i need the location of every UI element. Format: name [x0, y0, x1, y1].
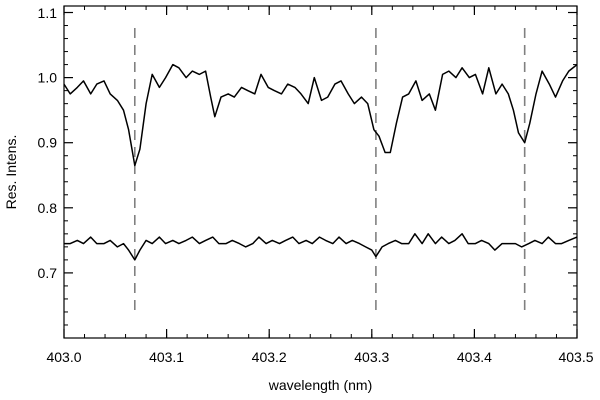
x-axis-ticks: 403.0 403.1 403.2 403.3 403.4 403.5: [46, 6, 594, 365]
x-tick-label: 403.0: [46, 349, 81, 365]
y-axis-label: Res. Intens.: [3, 135, 19, 210]
series-line-2: [64, 233, 578, 261]
y-tick-label: 1.1: [38, 5, 58, 21]
y-tick-label: 0.9: [38, 135, 58, 151]
plot-area: [63, 28, 578, 316]
y-tick-label: 0.8: [38, 200, 58, 216]
x-axis-label: wavelength (nm): [268, 377, 373, 393]
x-tick-label: 403.3: [354, 349, 389, 365]
x-tick-label: 403.1: [149, 349, 184, 365]
series-line-1: [63, 63, 578, 167]
x-tick-label: 403.4: [457, 349, 492, 365]
y-tick-label: 0.7: [38, 265, 58, 281]
x-tick-label: 403.5: [558, 349, 593, 365]
y-axis-ticks: 0.7 0.8 0.9 1.0 1.1: [38, 5, 577, 339]
y-tick-label: 1.0: [38, 70, 58, 86]
x-tick-label: 403.2: [252, 349, 287, 365]
plot-frame: [63, 5, 578, 339]
